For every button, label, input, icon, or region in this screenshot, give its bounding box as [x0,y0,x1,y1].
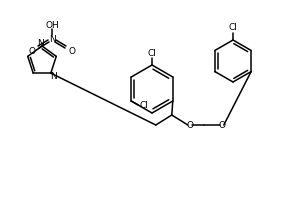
Text: Cl: Cl [140,102,149,111]
Text: Cl: Cl [229,23,237,33]
Text: O: O [218,121,225,130]
Text: N: N [38,38,44,47]
Text: Cl: Cl [148,48,156,57]
Text: OH: OH [45,22,59,31]
Text: N: N [49,34,55,43]
Text: O: O [68,46,76,56]
Text: O: O [186,121,193,130]
Text: N: N [50,72,57,81]
Text: O: O [28,46,36,56]
